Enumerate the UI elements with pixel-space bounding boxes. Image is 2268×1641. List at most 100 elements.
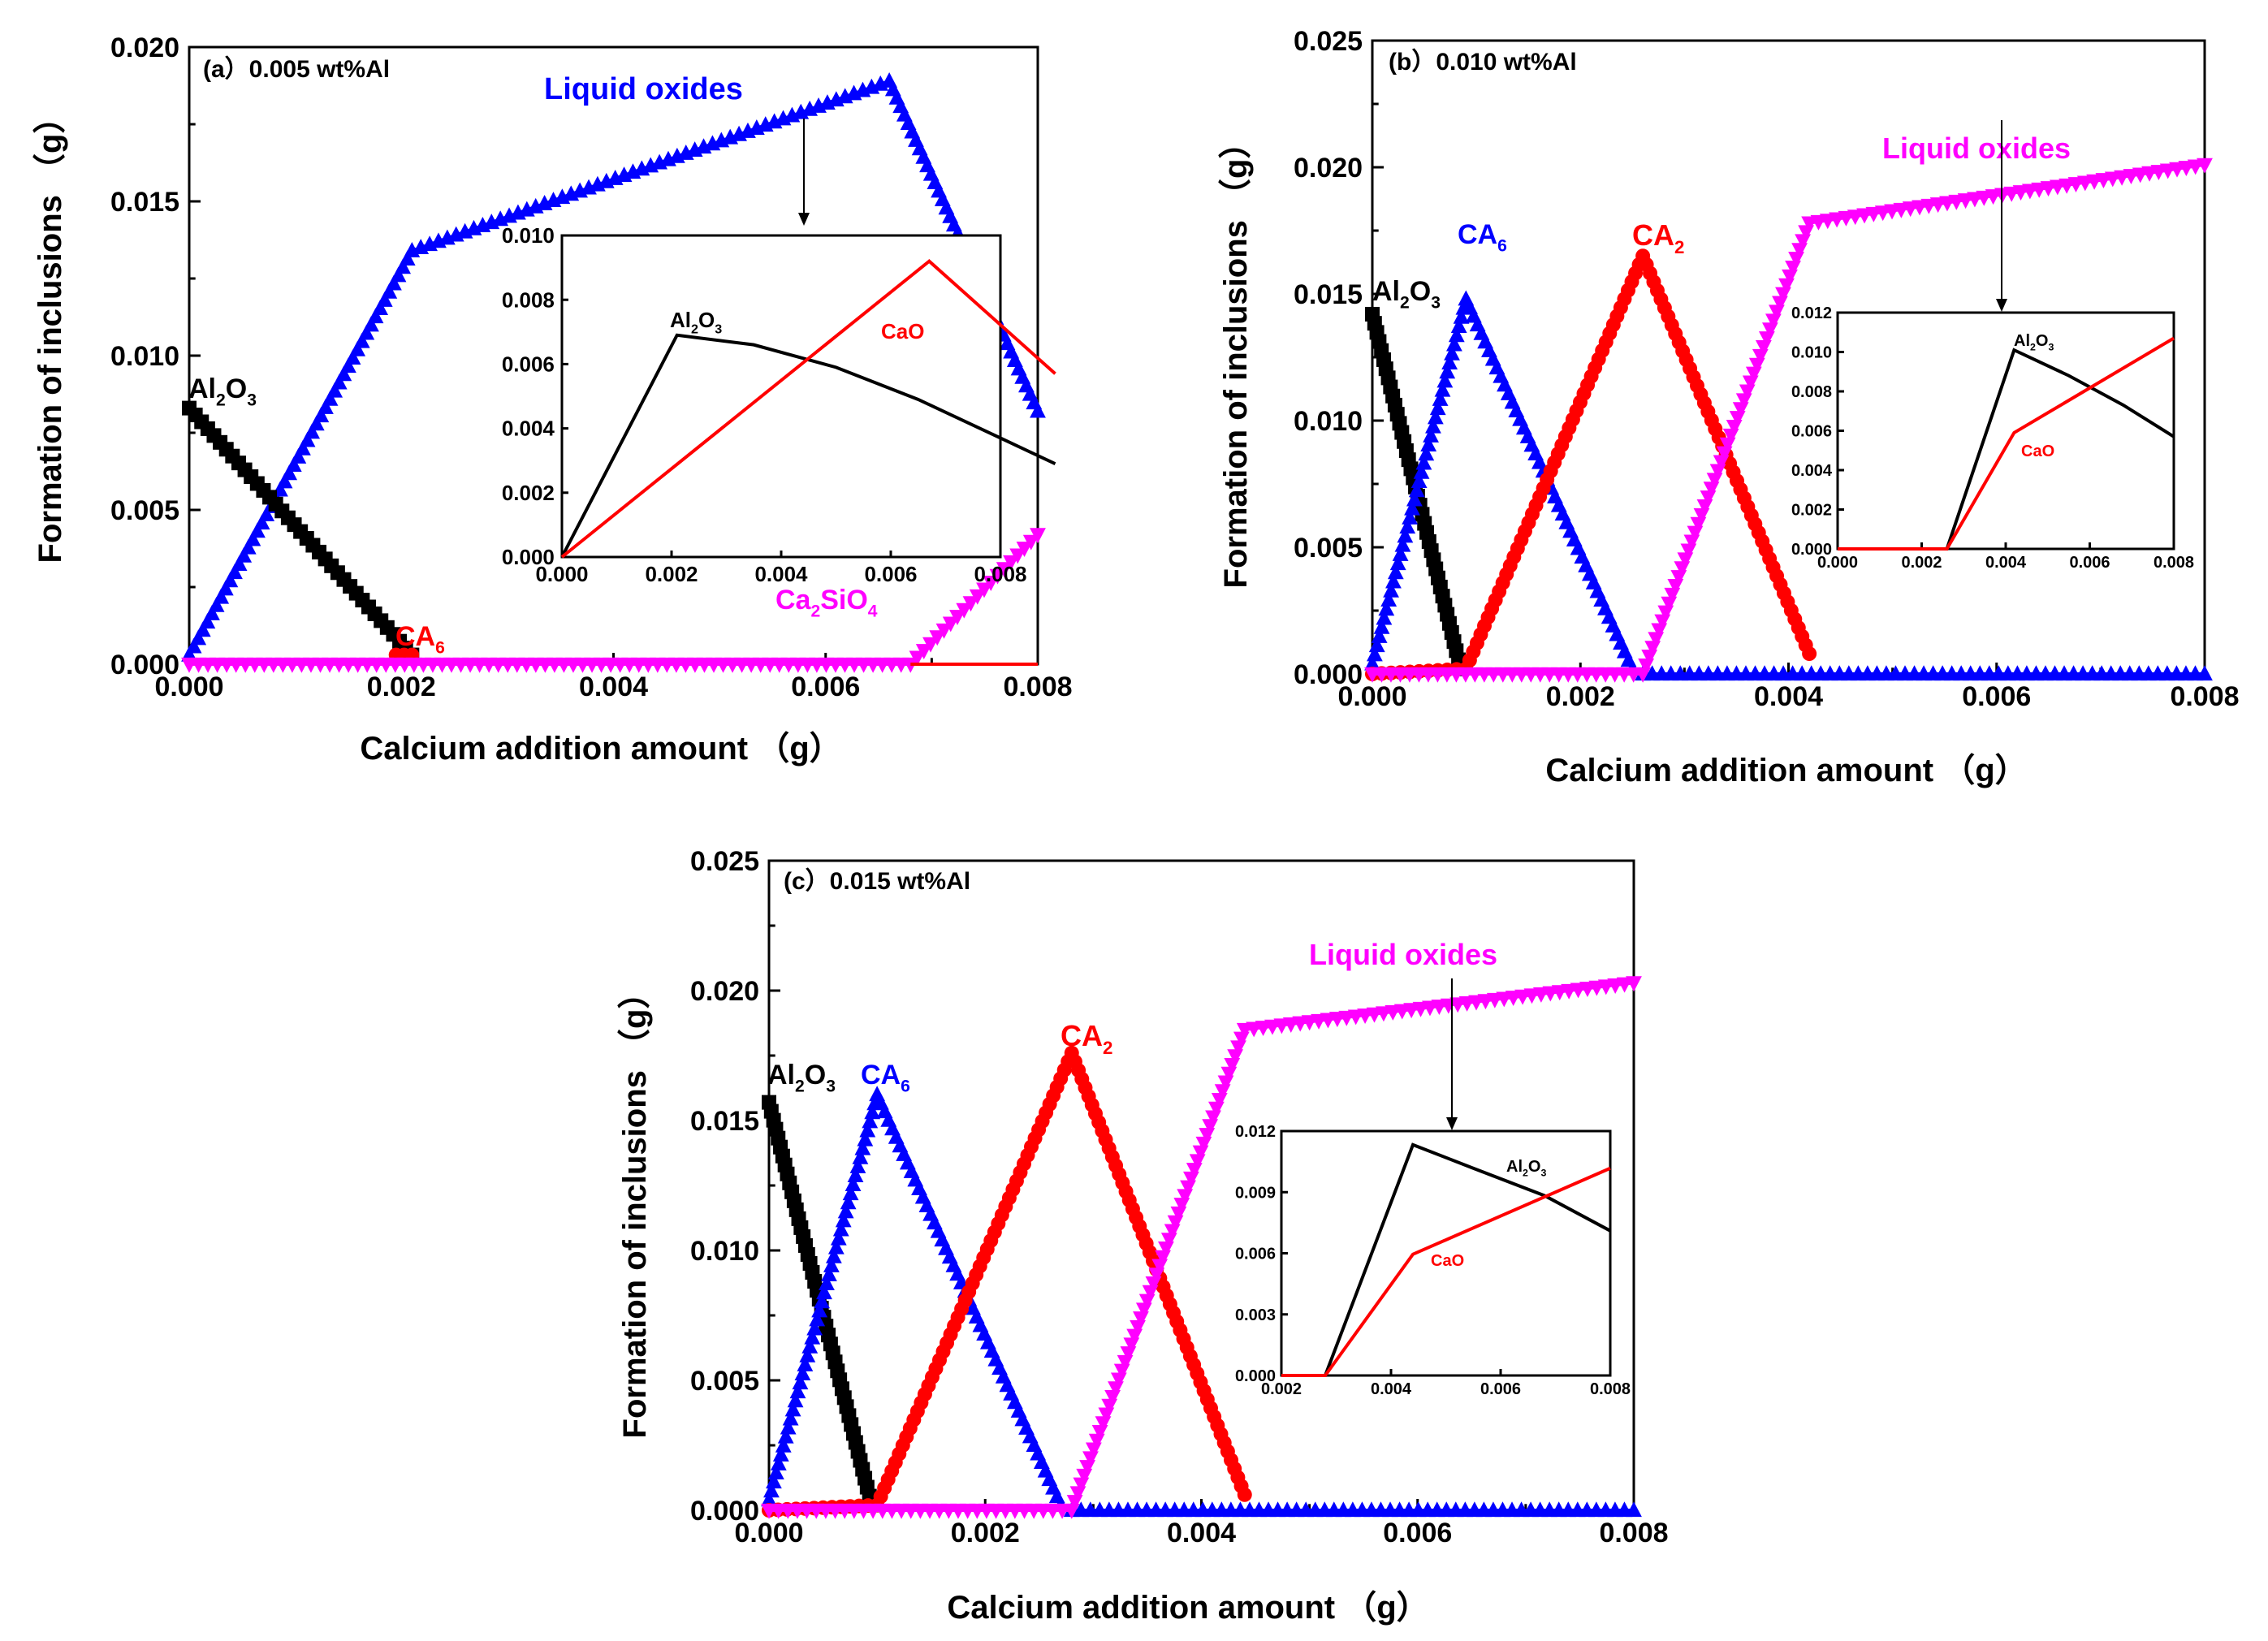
y-tick-label: 0.008 [1791,383,1832,401]
series-annotation: CA6 [1458,219,1507,256]
x-tick-label: 0.002 [1261,1380,1302,1398]
series-annotation: Al2O3 [1372,276,1441,313]
panel-label: (a）0.005 wt%Al [203,55,390,83]
data-point [976,582,992,598]
data-point [935,623,953,639]
data-point [1389,555,1406,571]
data-point [1397,527,1414,543]
data-point [983,576,1000,591]
data-point [761,1491,777,1507]
data-point [322,390,339,406]
data-point [1378,600,1395,616]
data-point [830,1229,847,1246]
data-point [809,1311,826,1327]
data-point [1003,555,1019,571]
data-point [1016,542,1033,557]
y-tick-label: 0.000 [690,1496,759,1527]
panel-a: 0.000 0.002 0.004 0.006 0.008 0.000 0.005 0.010… [32,32,1073,767]
data-point [185,637,202,654]
x-tick-label: 0.004 [1754,681,1823,712]
y-tick-label: 0.005 [690,1366,759,1397]
data-point [340,357,356,374]
data-point [190,629,207,646]
data-point [857,1130,874,1147]
data-point [276,473,293,489]
series-annotation: Ca2SiO4 [775,585,878,621]
x-tick-label: 0.006 [1480,1380,1521,1398]
y-tick-label: 0.010 [502,223,555,248]
data-point [285,456,302,473]
data-point [989,568,1006,585]
data-point [784,1401,801,1417]
data-point [859,1121,876,1138]
data-point [390,266,407,283]
data-point [766,1473,782,1489]
data-point [909,650,926,667]
series-annotation: Liquid oxides [1309,938,1497,971]
data-point [1450,317,1467,334]
data-point [358,324,375,340]
data-point [806,1319,823,1336]
x-axis-title: Calcium addition amount （g） [360,731,841,767]
data-point [816,1284,832,1300]
series-ca6 [761,1086,1642,1518]
data-point [1425,417,1441,434]
data-point [1418,445,1435,461]
x-tick-label: 0.004 [1985,554,2027,572]
data-point [376,291,393,307]
data-point [1423,426,1439,443]
y-tick-label: 0.015 [690,1106,759,1137]
inset-arrow-head [1446,1117,1458,1130]
data-point [1410,473,1428,488]
series-ca6 [1364,290,2213,681]
data-point [235,546,253,563]
data-point [1399,518,1416,534]
series-al2o3 [560,333,1056,558]
data-point [1420,436,1437,452]
series-annotation: CA2 [1632,218,1684,257]
series-line [560,333,1056,558]
series-line [1281,1166,1611,1377]
x-tick-label: 0.006 [791,672,860,702]
x-tick-label: 0.008 [1599,1518,1668,1548]
inset-label: Al2O3 [670,308,722,336]
data-point [367,308,384,324]
data-point [1413,463,1430,479]
data-point [763,1482,780,1498]
data-point [1402,509,1419,525]
series-annotation: Al2O3 [767,1060,836,1096]
data-point [847,1167,864,1182]
data-point [799,1346,816,1362]
data-point [335,365,352,382]
y-tick-label: 0.002 [1791,502,1832,520]
data-point [395,258,412,274]
y-tick-label: 0.010 [690,1236,759,1267]
panel-b: 0.000 0.002 0.004 0.006 0.008 0.000 0.005 0.010… [1218,26,2240,788]
data-point [1394,536,1411,552]
data-point [399,250,416,266]
series-annotation: CA6 [395,621,445,658]
y-tick-label: 0.012 [1235,1123,1276,1141]
series-line [768,1048,1246,1512]
y-axis-title: Formation of inclusions （g） [32,101,68,564]
data-point [313,407,330,423]
x-tick-label: 0.006 [1962,681,2031,712]
data-point [1404,499,1420,516]
x-tick-label: 0.004 [1167,1518,1236,1548]
x-tick-label: 0.006 [1383,1518,1452,1548]
inset-background [1281,1131,1610,1375]
data-point [840,1194,857,1210]
data-point [949,610,966,625]
data-point [1387,564,1404,580]
data-point [864,1103,881,1120]
data-point [363,316,379,332]
y-tick-label: 0.025 [690,846,759,877]
data-point [1368,637,1385,653]
data-point [1237,1487,1252,1502]
x-tick-label: 0.002 [367,672,436,702]
y-tick-label: 0.025 [1294,26,1363,57]
series-cao [1281,1166,1611,1377]
y-tick-label: 0.006 [502,352,555,377]
data-point [854,1139,871,1155]
